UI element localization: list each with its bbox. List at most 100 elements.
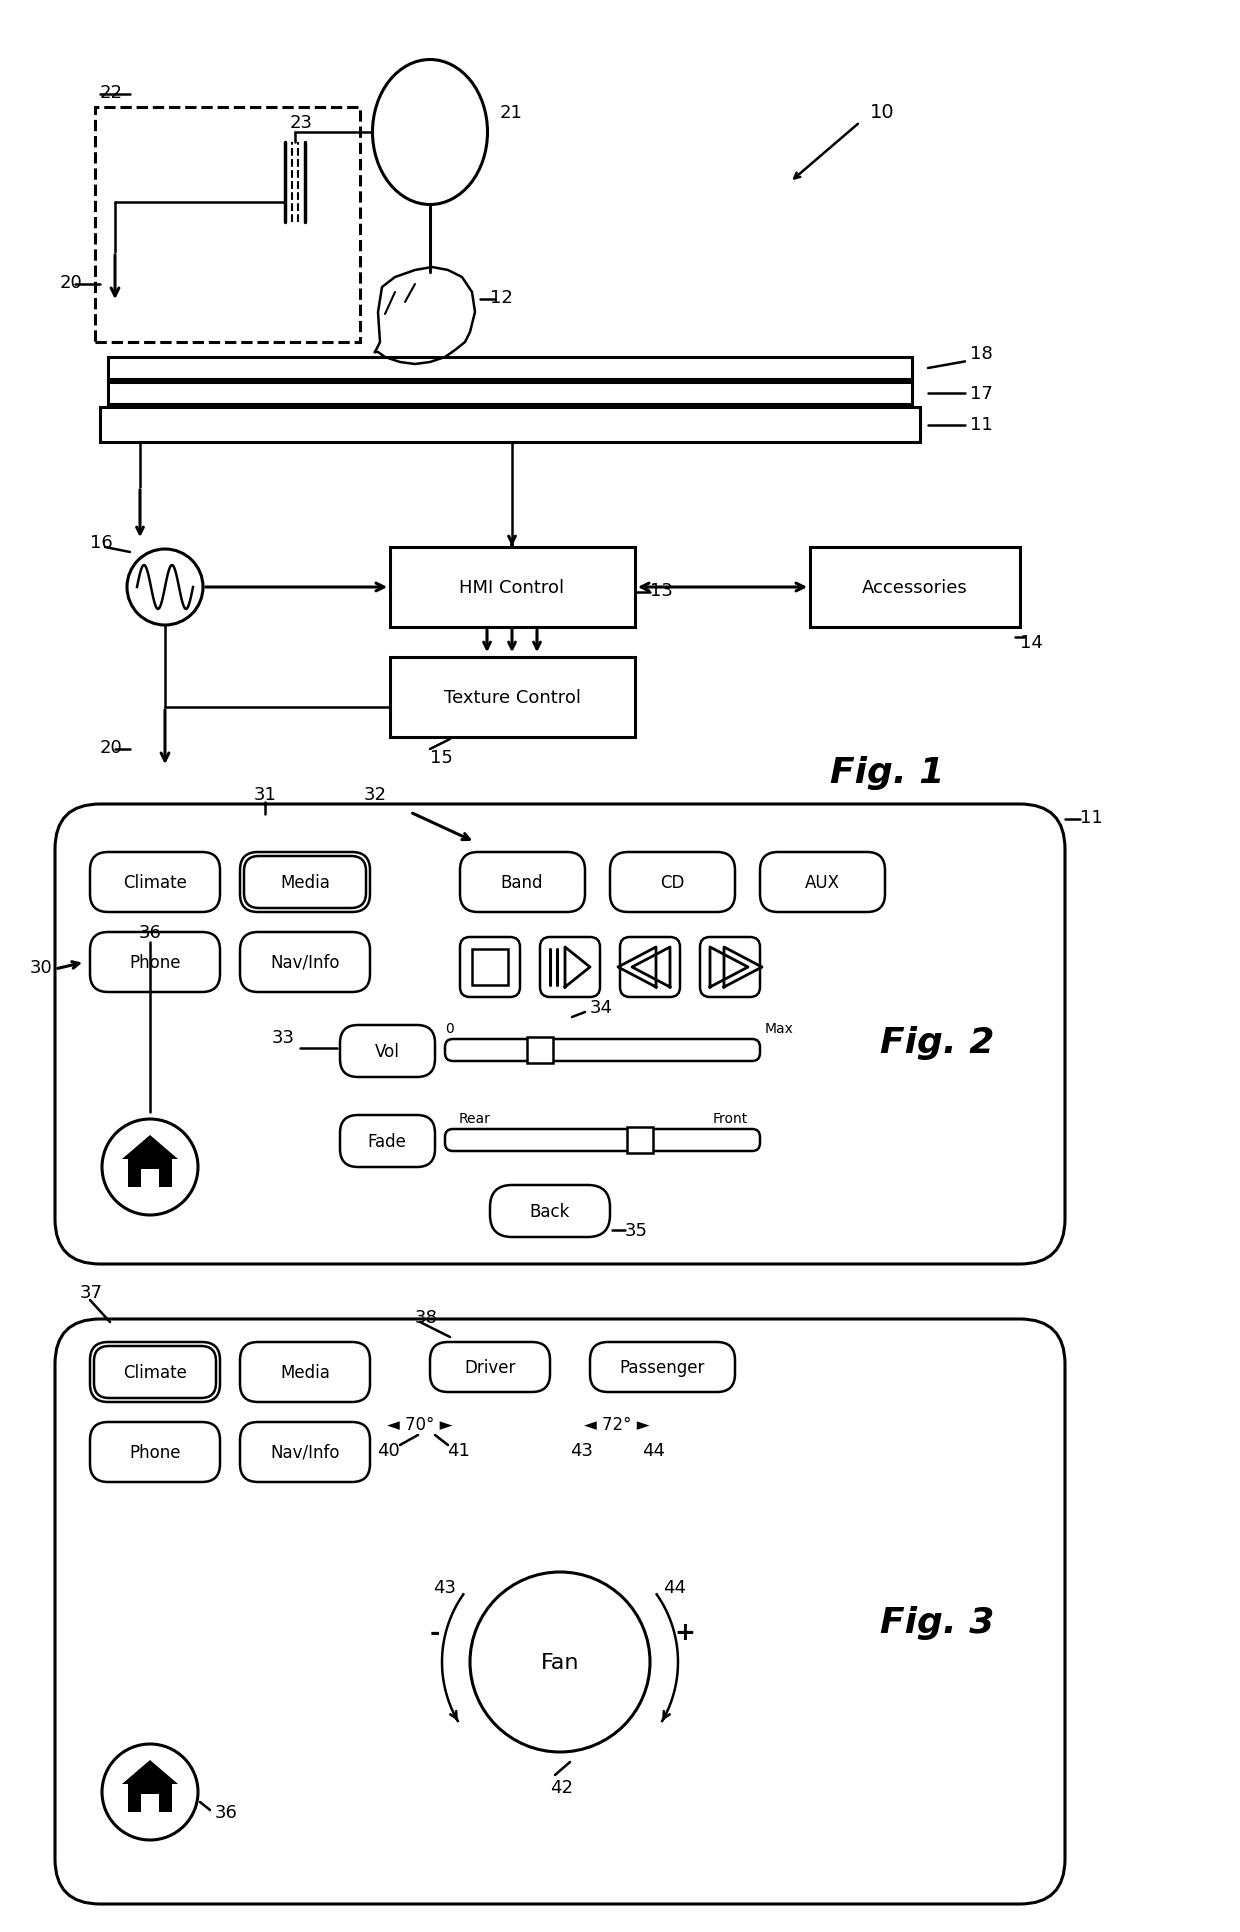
FancyBboxPatch shape — [539, 937, 600, 997]
Text: Fig. 1: Fig. 1 — [830, 755, 945, 790]
FancyBboxPatch shape — [701, 937, 760, 997]
Text: 36: 36 — [215, 1803, 238, 1822]
Text: 41: 41 — [446, 1441, 470, 1459]
Text: ◄ 70° ►: ◄ 70° ► — [387, 1416, 453, 1434]
Text: Fig. 2: Fig. 2 — [880, 1026, 994, 1059]
Text: 44: 44 — [663, 1578, 687, 1596]
Text: 43: 43 — [434, 1578, 456, 1596]
Text: 34: 34 — [590, 999, 613, 1016]
Text: 31: 31 — [253, 786, 277, 804]
Bar — [108, 383, 911, 406]
Text: 14: 14 — [1021, 634, 1043, 651]
Text: 43: 43 — [570, 1441, 594, 1459]
Text: 0: 0 — [445, 1022, 454, 1036]
Circle shape — [102, 1119, 198, 1215]
FancyBboxPatch shape — [340, 1115, 435, 1167]
FancyBboxPatch shape — [241, 852, 370, 912]
Text: 33: 33 — [272, 1028, 295, 1047]
Text: 11: 11 — [1080, 810, 1102, 827]
Text: Climate: Climate — [123, 1364, 187, 1381]
Text: 13: 13 — [650, 582, 673, 599]
Text: 23: 23 — [290, 114, 312, 131]
Text: ◄ 72° ►: ◄ 72° ► — [584, 1416, 650, 1434]
Text: CD: CD — [660, 873, 684, 891]
FancyBboxPatch shape — [241, 1422, 370, 1482]
Text: Phone: Phone — [129, 1443, 181, 1461]
FancyBboxPatch shape — [460, 852, 585, 912]
Text: Vol: Vol — [374, 1043, 399, 1061]
FancyBboxPatch shape — [91, 933, 219, 993]
Text: 37: 37 — [81, 1283, 103, 1302]
Text: Climate: Climate — [123, 873, 187, 891]
Bar — [472, 949, 508, 985]
Bar — [810, 547, 1021, 628]
Text: 44: 44 — [642, 1441, 666, 1459]
Circle shape — [470, 1573, 650, 1752]
Bar — [627, 1128, 653, 1153]
FancyBboxPatch shape — [91, 1422, 219, 1482]
Text: Driver: Driver — [464, 1358, 516, 1376]
FancyBboxPatch shape — [460, 937, 520, 997]
Polygon shape — [128, 1783, 172, 1812]
Text: -: - — [430, 1621, 440, 1644]
FancyBboxPatch shape — [760, 852, 885, 912]
Text: 22: 22 — [100, 83, 123, 102]
Bar — [391, 657, 635, 738]
FancyBboxPatch shape — [490, 1186, 610, 1236]
Polygon shape — [122, 1760, 179, 1783]
FancyBboxPatch shape — [590, 1343, 735, 1393]
FancyBboxPatch shape — [430, 1343, 551, 1393]
Text: Passenger: Passenger — [619, 1358, 704, 1376]
Text: Media: Media — [280, 873, 330, 891]
Text: Fig. 3: Fig. 3 — [880, 1605, 994, 1638]
Text: Front: Front — [712, 1111, 748, 1126]
Text: Media: Media — [280, 1364, 330, 1381]
Polygon shape — [141, 1169, 159, 1188]
FancyBboxPatch shape — [244, 856, 366, 908]
Polygon shape — [128, 1159, 172, 1188]
Text: AUX: AUX — [805, 873, 839, 891]
Text: 10: 10 — [870, 104, 894, 122]
Text: Texture Control: Texture Control — [444, 688, 580, 707]
Text: 40: 40 — [377, 1441, 399, 1459]
FancyBboxPatch shape — [241, 933, 370, 993]
Text: 32: 32 — [363, 786, 387, 804]
Text: Phone: Phone — [129, 954, 181, 972]
Text: Rear: Rear — [459, 1111, 491, 1126]
FancyBboxPatch shape — [445, 1130, 760, 1151]
Text: 30: 30 — [30, 958, 52, 976]
Text: 20: 20 — [60, 274, 83, 292]
Ellipse shape — [372, 60, 487, 205]
Polygon shape — [141, 1795, 159, 1812]
FancyBboxPatch shape — [91, 852, 219, 912]
Text: 42: 42 — [551, 1777, 573, 1797]
Text: 18: 18 — [970, 344, 993, 363]
Bar — [100, 408, 920, 442]
Text: Max: Max — [765, 1022, 794, 1036]
Text: 36: 36 — [139, 923, 161, 941]
FancyBboxPatch shape — [55, 804, 1065, 1264]
Text: Accessories: Accessories — [862, 580, 968, 597]
Text: Nav/Info: Nav/Info — [270, 1443, 340, 1461]
FancyBboxPatch shape — [445, 1039, 760, 1061]
Text: 11: 11 — [970, 415, 993, 435]
Bar — [95, 108, 360, 342]
Text: +: + — [675, 1621, 696, 1644]
Text: 12: 12 — [490, 290, 513, 307]
Text: 17: 17 — [970, 384, 993, 402]
Text: Fan: Fan — [541, 1652, 579, 1671]
Text: Nav/Info: Nav/Info — [270, 954, 340, 972]
Circle shape — [126, 551, 203, 626]
Text: Fade: Fade — [367, 1132, 407, 1150]
Bar — [108, 357, 911, 381]
FancyBboxPatch shape — [55, 1320, 1065, 1905]
Text: Band: Band — [501, 873, 543, 891]
FancyBboxPatch shape — [340, 1026, 435, 1078]
Text: 16: 16 — [91, 533, 113, 553]
Text: 21: 21 — [500, 104, 523, 122]
Bar — [527, 1037, 553, 1063]
Text: 20: 20 — [100, 738, 123, 757]
FancyBboxPatch shape — [620, 937, 680, 997]
FancyBboxPatch shape — [91, 1343, 219, 1403]
Text: 15: 15 — [430, 748, 453, 767]
